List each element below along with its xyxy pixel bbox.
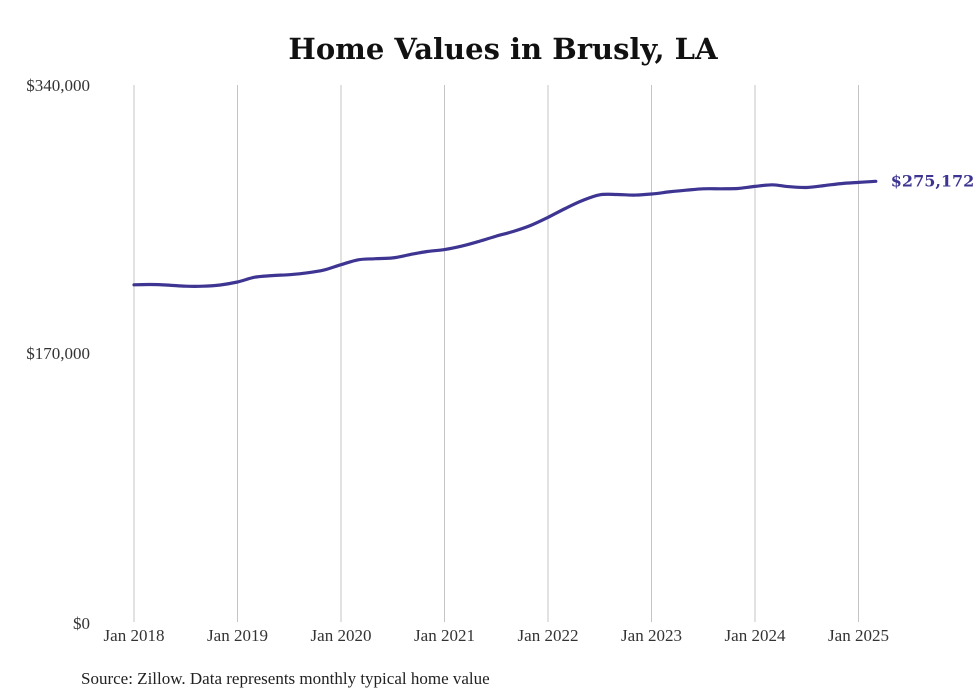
- x-tick-label: Jan 2023: [621, 626, 682, 645]
- x-axis-ticks: Jan 2018 Jan 2019 Jan 2020 Jan 2021 Jan 2022…: [104, 626, 889, 645]
- x-tick-label: Jan 2025: [828, 626, 889, 645]
- end-value-label: $275,172: [891, 171, 975, 190]
- gridlines: [133, 85, 859, 622]
- series-line: [132, 179, 878, 288]
- y-tick-label: $170,000: [26, 344, 90, 363]
- y-tick-label: $340,000: [26, 76, 90, 95]
- x-tick-label: Jan 2018: [104, 626, 165, 645]
- source-note: Source: Zillow. Data represents monthly …: [81, 669, 490, 688]
- x-tick-label: Jan 2019: [207, 626, 268, 645]
- x-tick-label: Jan 2020: [311, 626, 372, 645]
- series-group: [132, 179, 878, 288]
- y-tick-label: $0: [73, 614, 90, 633]
- chart-title: Home Values in Brusly, LA: [288, 32, 718, 66]
- x-tick-label: Jan 2021: [414, 626, 475, 645]
- y-axis-ticks: $340,000 $170,000 $0: [26, 76, 90, 633]
- x-tick-label: Jan 2024: [725, 626, 786, 645]
- x-tick-label: Jan 2022: [518, 626, 579, 645]
